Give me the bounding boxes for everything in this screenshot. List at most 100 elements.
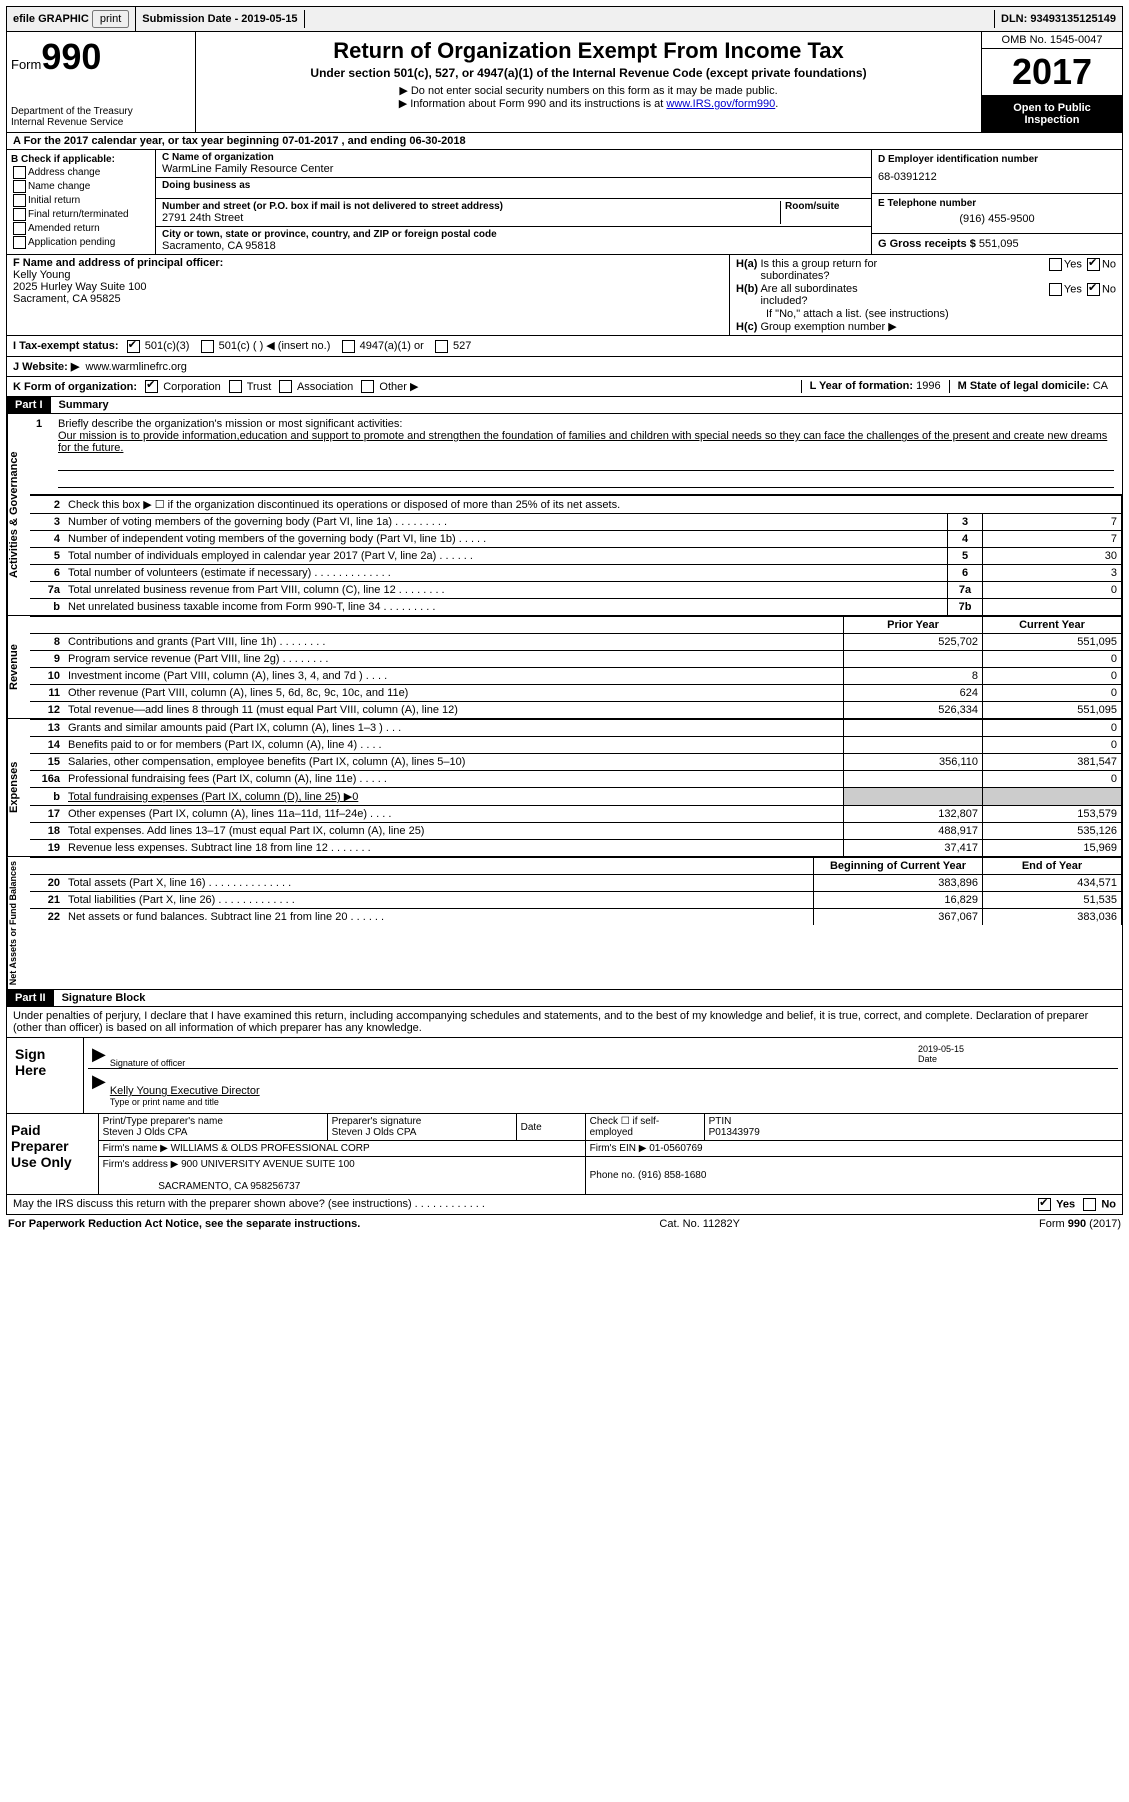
cb-other[interactable]	[361, 380, 374, 393]
revenue-table: Prior YearCurrent Year 8Contributions an…	[30, 616, 1122, 718]
page-footer: For Paperwork Reduction Act Notice, see …	[6, 1215, 1123, 1233]
efile-label: efile GRAPHIC print	[7, 7, 136, 31]
self-employed: Check ☐ if self-employed	[585, 1114, 704, 1141]
ein-cell: D Employer identification number 68-0391…	[872, 150, 1122, 194]
part2-header: Part II	[7, 990, 54, 1006]
line-14: 14Benefits paid to or for members (Part …	[30, 737, 1122, 754]
city-label: City or town, state or province, country…	[162, 229, 865, 240]
cb-discuss-yes[interactable]	[1038, 1198, 1051, 1211]
part1-bar: Part I Summary	[6, 397, 1123, 414]
cb-amended[interactable]: Amended return	[11, 222, 151, 235]
line-16a: 16aProfessional fundraising fees (Part I…	[30, 771, 1122, 788]
header-center: Return of Organization Exempt From Incom…	[196, 32, 981, 132]
col-c-org-info: C Name of organization WarmLine Family R…	[156, 150, 871, 254]
cb-501c3[interactable]	[127, 340, 140, 353]
col-f-officer: F Name and address of principal officer:…	[7, 255, 730, 335]
h-note: If "No," attach a list. (see instruction…	[736, 308, 1116, 320]
line-7a: 7aTotal unrelated business revenue from …	[30, 582, 1122, 599]
line-12: 12Total revenue—add lines 8 through 11 (…	[30, 702, 1122, 719]
paid-preparer-label: Paid Preparer Use Only	[7, 1114, 99, 1194]
h-b: H(b) Are all subordinates included? Yes …	[736, 283, 1116, 307]
row-a-tax-year: A For the 2017 calendar year, or tax yea…	[6, 133, 1123, 150]
discuss-answer: Yes No	[1036, 1198, 1116, 1211]
revenue-section: Revenue Prior YearCurrent Year 8Contribu…	[6, 616, 1123, 719]
vlabel-governance: Activities & Governance	[7, 414, 30, 615]
part1-title: Summary	[51, 397, 117, 413]
firm-phone: (916) 858-1680	[638, 1170, 706, 1181]
officer-label: F Name and address of principal officer:	[13, 257, 223, 269]
paperwork-notice: For Paperwork Reduction Act Notice, see …	[8, 1218, 360, 1230]
col-d: D Employer identification number 68-0391…	[871, 150, 1122, 254]
part2-bar: Part II Signature Block	[6, 990, 1123, 1007]
print-button[interactable]: print	[92, 10, 129, 28]
firm-ein: 01-0560769	[649, 1143, 702, 1154]
line-4: 4Number of independent voting members of…	[30, 531, 1122, 548]
firm-address: 900 UNIVERSITY AVENUE SUITE 100	[181, 1159, 355, 1170]
dln: DLN: 93493135125149	[994, 10, 1122, 28]
irs-link[interactable]: www.IRS.gov/form990	[666, 98, 775, 110]
cb-501c[interactable]	[201, 340, 214, 353]
section-bcd: B Check if applicable: Address change Na…	[6, 150, 1123, 255]
cb-address-change[interactable]: Address change	[11, 166, 151, 179]
cb-final-return[interactable]: Final return/terminated	[11, 208, 151, 221]
omb-number: OMB No. 1545-0047	[982, 32, 1122, 49]
sig-name-row: ▶ Kelly Young Executive Director Type or…	[88, 1071, 1118, 1107]
street-label: Number and street (or P.O. box if mail i…	[162, 201, 780, 212]
state-domicile: CA	[1093, 380, 1108, 392]
prep-row1: Print/Type preparer's nameSteven J Olds …	[99, 1114, 1122, 1141]
expenses-section: Expenses 13Grants and similar amounts pa…	[6, 719, 1123, 857]
line-10: 10Investment income (Part VIII, column (…	[30, 668, 1122, 685]
city-cell: City or town, state or province, country…	[156, 227, 871, 254]
open-inspection: Open to PublicInspection	[982, 96, 1122, 132]
arrow-icon: ▶	[88, 1044, 110, 1068]
cb-initial-return[interactable]: Initial return	[11, 194, 151, 207]
row-j-website: J Website: ▶ www.warmlinefrc.org	[6, 357, 1123, 377]
preparer-name: Steven J Olds CPA	[103, 1127, 188, 1138]
net-assets-table: Beginning of Current YearEnd of Year 20T…	[30, 857, 1122, 925]
cb-trust[interactable]	[229, 380, 242, 393]
room-label: Room/suite	[785, 201, 865, 212]
cb-pending[interactable]: Application pending	[11, 236, 151, 249]
form-number: Form990	[11, 36, 191, 78]
cb-discuss-no[interactable]	[1083, 1198, 1096, 1211]
net-assets-section: Net Assets or Fund Balances Beginning of…	[6, 857, 1123, 990]
prep-row2: Firm's name ▶ WILLIAMS & OLDS PROFESSION…	[99, 1141, 1122, 1157]
expenses-table: 13Grants and similar amounts paid (Part …	[30, 719, 1122, 856]
header-left: Form990 Department of the Treasury Inter…	[7, 32, 196, 132]
ein-label: D Employer identification number	[878, 154, 1116, 165]
line-22: 22Net assets or fund balances. Subtract …	[30, 909, 1122, 926]
cb-corp[interactable]	[145, 380, 158, 393]
line-11: 11Other revenue (Part VIII, column (A), …	[30, 685, 1122, 702]
line-19: 19Revenue less expenses. Subtract line 1…	[30, 840, 1122, 857]
cb-527[interactable]	[435, 340, 448, 353]
blank-line	[58, 456, 1114, 471]
sig-officer-field: Signature of officer	[110, 1044, 918, 1068]
line-20: 20Total assets (Part X, line 16) . . . .…	[30, 875, 1122, 892]
line-17: 17Other expenses (Part IX, column (A), l…	[30, 806, 1122, 823]
cb-assoc[interactable]	[279, 380, 292, 393]
cb-name-change[interactable]: Name change	[11, 180, 151, 193]
line-13: 13Grants and similar amounts paid (Part …	[30, 720, 1122, 737]
street-cell: Number and street (or P.O. box if mail i…	[156, 199, 871, 227]
line-9: 9Program service revenue (Part VIII, lin…	[30, 651, 1122, 668]
line-1-num: 1	[36, 418, 42, 430]
col-b-header: B Check if applicable:	[11, 154, 151, 165]
line-5: 5Total number of individuals employed in…	[30, 548, 1122, 565]
mission-label: Briefly describe the organization's miss…	[58, 418, 402, 430]
sig-officer-row: ▶ Signature of officer 2019-05-15 Date	[88, 1044, 1118, 1069]
form-title: Return of Organization Exempt From Incom…	[204, 38, 973, 64]
section-fh: F Name and address of principal officer:…	[6, 255, 1123, 336]
col-b-checkboxes: B Check if applicable: Address change Na…	[7, 150, 156, 254]
org-name: WarmLine Family Resource Center	[162, 163, 865, 175]
prep-date: Date	[516, 1114, 585, 1141]
cb-4947[interactable]	[342, 340, 355, 353]
discuss-question: May the IRS discuss this return with the…	[13, 1198, 485, 1211]
top-bar: efile GRAPHIC print Submission Date - 20…	[6, 6, 1123, 32]
prep-row3: Firm's address ▶ 900 UNIVERSITY AVENUE S…	[99, 1157, 1122, 1195]
col-h-group: H(a) Is this a group return for subordin…	[730, 255, 1122, 335]
paid-preparer: Paid Preparer Use Only Print/Type prepar…	[6, 1114, 1123, 1195]
mission-block: 1 Briefly describe the organization's mi…	[30, 414, 1122, 495]
officer-name: Kelly Young	[13, 269, 71, 281]
website-label: J Website: ▶	[13, 361, 79, 373]
net-header: Beginning of Current YearEnd of Year	[30, 858, 1122, 875]
